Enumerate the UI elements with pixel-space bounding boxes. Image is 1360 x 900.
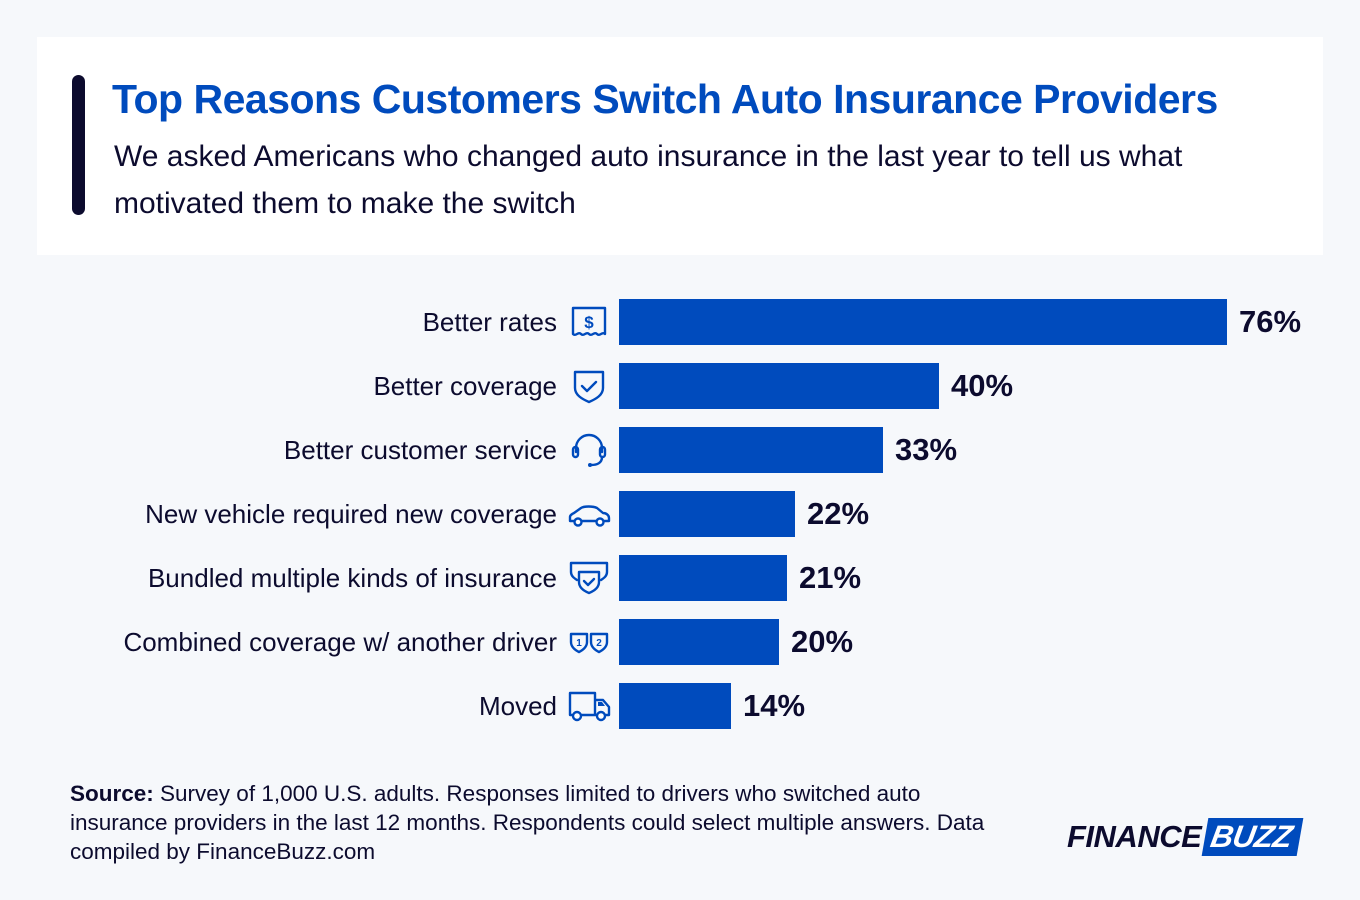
bar-row: Better coverage 40% [0,363,1360,409]
double-shield-check-icon [567,560,611,596]
bar [619,619,779,665]
value-label: 14% [743,688,806,723]
bar-row: New vehicle required new coverage 22% [0,491,1360,537]
source-note: Source: Survey of 1,000 U.S. adults. Res… [70,779,1000,866]
headset-icon [567,432,611,468]
bar-row: Better rates $ 76% [0,299,1360,345]
value-label: 22% [807,496,870,531]
bar [619,683,731,729]
source-text: Survey of 1,000 U.S. adults. Responses l… [70,781,985,864]
category-label: Combined coverage w/ another driver [123,627,557,657]
bar [619,555,787,601]
truck-icon [567,688,611,724]
bar [619,363,939,409]
bar-row: Bundled multiple kinds of insurance 21% [0,555,1360,601]
chart-subtitle: We asked Americans who changed auto insu… [114,140,1183,220]
bar [619,427,883,473]
logo-finance: FINANCE [1067,819,1202,854]
svg-text:$: $ [584,313,594,332]
category-label: Better coverage [373,371,557,401]
source-label: Source: [70,781,154,806]
category-label: Better rates [422,307,557,337]
value-label: 21% [799,560,862,595]
bar-row: Moved 14% [0,683,1360,729]
category-label: Moved [478,691,557,721]
logo-buzz: BUZZ [1201,818,1304,856]
svg-text:2: 2 [596,638,602,649]
value-label: 76% [1239,304,1302,339]
value-label: 40% [951,368,1014,403]
shield-check-icon [567,368,611,404]
bar [619,299,1227,345]
financebuzz-logo: FINANCE BUZZ [1067,817,1304,857]
category-label: Better customer service [283,435,557,465]
value-label: 33% [895,432,958,467]
value-label: 20% [791,624,854,659]
svg-text:1: 1 [576,638,582,649]
category-label: New vehicle required new coverage [145,499,557,529]
receipt-dollar-icon: $ [567,304,611,340]
car-icon [567,496,611,532]
chart-title: Top Reasons Customers Switch Auto Insura… [112,76,1218,122]
bar-row: Better customer service 33% [0,427,1360,473]
header-card [37,37,1323,255]
bar [619,491,795,537]
category-label: Bundled multiple kinds of insurance [147,563,557,593]
accent-bar [72,75,85,215]
